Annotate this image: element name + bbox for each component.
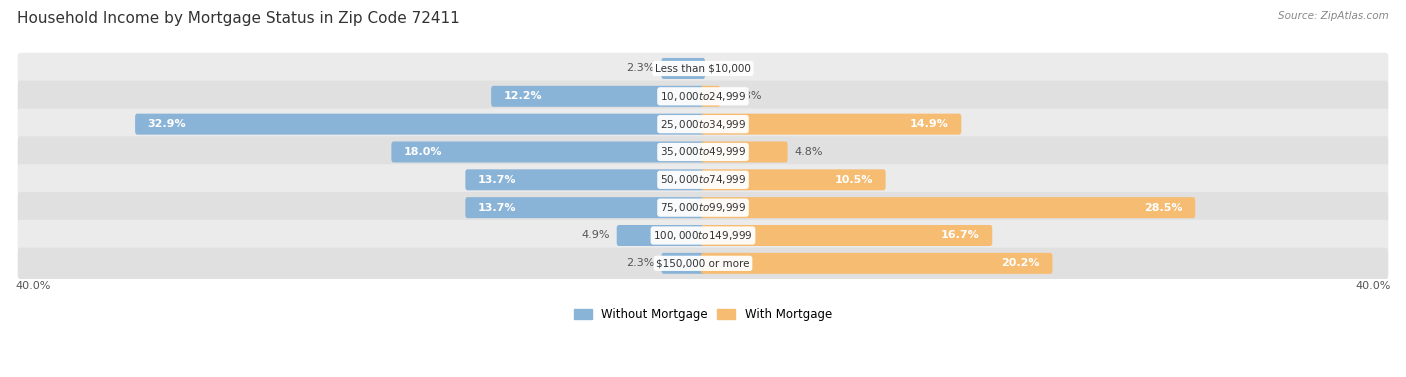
FancyBboxPatch shape — [702, 113, 962, 135]
FancyBboxPatch shape — [391, 141, 704, 162]
Text: 4.9%: 4.9% — [582, 230, 610, 241]
FancyBboxPatch shape — [661, 253, 704, 274]
Text: 4.8%: 4.8% — [794, 147, 823, 157]
Text: Household Income by Mortgage Status in Zip Code 72411: Household Income by Mortgage Status in Z… — [17, 11, 460, 26]
FancyBboxPatch shape — [702, 197, 1195, 218]
Text: 0.88%: 0.88% — [727, 91, 762, 101]
Text: 2.3%: 2.3% — [627, 258, 655, 268]
FancyBboxPatch shape — [135, 113, 704, 135]
Text: 0.0%: 0.0% — [711, 63, 740, 74]
FancyBboxPatch shape — [702, 225, 993, 246]
Text: $35,000 to $49,999: $35,000 to $49,999 — [659, 146, 747, 158]
FancyBboxPatch shape — [702, 169, 886, 190]
FancyBboxPatch shape — [617, 225, 704, 246]
FancyBboxPatch shape — [18, 164, 1388, 196]
Legend: Without Mortgage, With Mortgage: Without Mortgage, With Mortgage — [569, 303, 837, 326]
Text: 2.3%: 2.3% — [627, 63, 655, 74]
Text: $150,000 or more: $150,000 or more — [657, 258, 749, 268]
FancyBboxPatch shape — [18, 109, 1388, 140]
FancyBboxPatch shape — [18, 192, 1388, 223]
FancyBboxPatch shape — [465, 169, 704, 190]
FancyBboxPatch shape — [491, 86, 704, 107]
Text: Less than $10,000: Less than $10,000 — [655, 63, 751, 74]
FancyBboxPatch shape — [661, 58, 704, 79]
Text: $100,000 to $149,999: $100,000 to $149,999 — [654, 229, 752, 242]
Text: 32.9%: 32.9% — [148, 119, 186, 129]
FancyBboxPatch shape — [18, 248, 1388, 279]
Text: Source: ZipAtlas.com: Source: ZipAtlas.com — [1278, 11, 1389, 21]
Text: 28.5%: 28.5% — [1144, 203, 1182, 213]
Text: 16.7%: 16.7% — [941, 230, 980, 241]
FancyBboxPatch shape — [18, 81, 1388, 112]
FancyBboxPatch shape — [18, 136, 1388, 168]
Text: 12.2%: 12.2% — [503, 91, 543, 101]
Text: $25,000 to $34,999: $25,000 to $34,999 — [659, 118, 747, 131]
Text: 13.7%: 13.7% — [478, 203, 516, 213]
FancyBboxPatch shape — [702, 253, 1053, 274]
Text: 40.0%: 40.0% — [15, 281, 51, 291]
Text: 20.2%: 20.2% — [1001, 258, 1040, 268]
FancyBboxPatch shape — [18, 53, 1388, 84]
Text: 10.5%: 10.5% — [835, 175, 873, 185]
Text: $75,000 to $99,999: $75,000 to $99,999 — [659, 201, 747, 214]
Text: 13.7%: 13.7% — [478, 175, 516, 185]
FancyBboxPatch shape — [702, 86, 720, 107]
Text: 18.0%: 18.0% — [404, 147, 443, 157]
Text: $10,000 to $24,999: $10,000 to $24,999 — [659, 90, 747, 103]
Text: 14.9%: 14.9% — [910, 119, 949, 129]
Text: $50,000 to $74,999: $50,000 to $74,999 — [659, 173, 747, 186]
FancyBboxPatch shape — [465, 197, 704, 218]
Text: 40.0%: 40.0% — [1355, 281, 1391, 291]
FancyBboxPatch shape — [18, 220, 1388, 251]
FancyBboxPatch shape — [702, 141, 787, 162]
